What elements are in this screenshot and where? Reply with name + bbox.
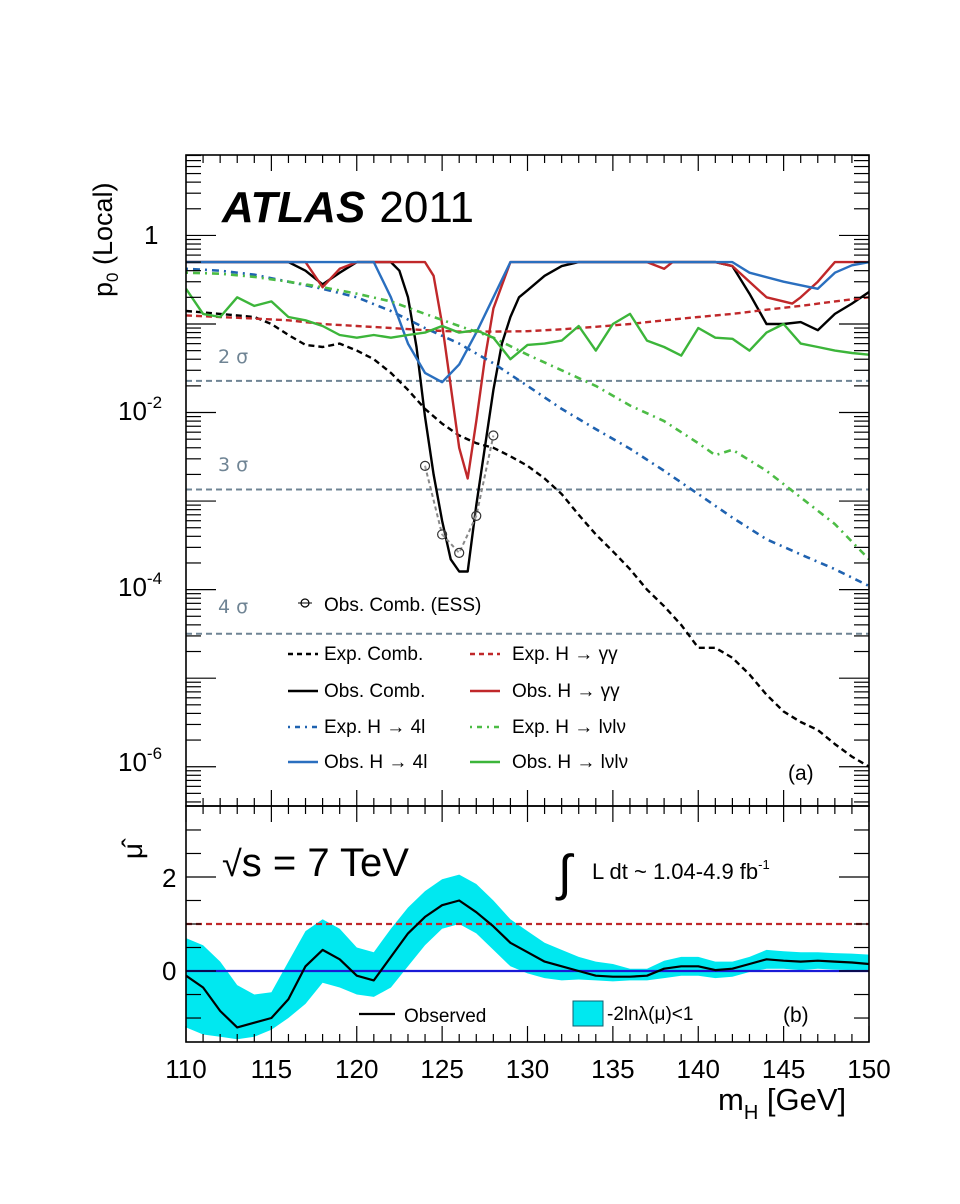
panel-b-plot-area [186,874,869,1040]
sqrt-symbol: √ [222,843,242,884]
x-tick-label: 125 [420,1054,463,1084]
atlas-title-bold: ATLAS [221,183,365,232]
ytick-base: 10 [118,572,147,602]
y-axis-title-p0: p0 (Local) [88,182,122,297]
ess-point [471,510,482,522]
panel-a-frame [185,154,870,807]
energy-label: √s = 7 TeV [222,841,409,885]
panel-a-legend: Exp. Comb. Exp. H → γγ Obs. Comb. Obs. H → … [288,598,628,773]
ess-point [454,547,465,558]
panel-b-tag: (b) [783,1004,809,1027]
legend-label-exp-gg: Exp. H → γγ [512,644,618,665]
ess-point [437,529,448,540]
ess-point [488,430,499,441]
ess-point [419,460,431,471]
legend-label-obs-gg: Obs. H → γγ [512,681,620,702]
panel-a-tag: (a) [788,762,814,785]
lumi-text: L dt ~ 1.04-4.9 fb [592,859,758,884]
mu-band [186,874,869,1040]
xlabel-main: m [718,1082,744,1117]
x-tick-label: 130 [506,1054,549,1084]
legend-label-exp-lvlv: Exp. H → lνlν [512,717,626,738]
ylabel-sub: 0 [103,273,122,282]
legend-label-obs-4l: Obs. H → 4l [324,752,427,773]
legend-label-exp-4l: Exp. H → 4l [324,717,425,738]
legend-label-obs-comb: Obs. Comb. [324,681,425,702]
x-tick-label: 120 [335,1054,378,1084]
series-obs-ess-line [424,435,495,555]
legend-observed-label: Observed [404,1006,486,1027]
series-mu-observed [186,899,869,1029]
legend-label-exp-comb: Exp. Comb. [324,644,423,665]
ytick-label-1: 1 [144,220,158,250]
x-tick-label: 135 [591,1054,634,1084]
ylabel-main: p [88,282,118,297]
ylabel-rest: (Local) [88,182,118,272]
energy-text: s = 7 TeV [242,841,409,885]
ytick-exp: -6 [147,744,162,763]
ytick-exp: -2 [147,393,162,412]
ytick-label-1e-2: 10-2 [118,393,162,426]
x-tick-label: 115 [251,1054,292,1084]
ytick-label-0: 0 [162,956,176,986]
ytick-label-1e-4: 10-4 [118,569,162,602]
xlabel-rest: [GeV] [758,1082,846,1117]
legend-ess-label: Obs. Comb. (ESS) [324,595,481,616]
legend-label-obs-lvlv: Obs. H → lνlν [512,752,628,773]
x-tick-label: 110 [165,1054,206,1084]
ytick-base: 10 [118,747,147,777]
legend-band-swatch [572,1000,604,1027]
atlas-title: ATLAS 2011 [221,183,474,232]
x-tick-label: 150 [847,1054,890,1084]
panel-a-plot-area [186,260,869,768]
x-tick-label: 145 [762,1054,805,1084]
series-exp-comb [186,309,869,768]
series-obs-4l [186,260,869,384]
sigma-label-2: 2 σ [218,346,248,368]
lumi-integral: ∫ [555,845,575,901]
series-obs-lvlv [186,288,869,361]
atlas-title-year: 2011 [379,183,474,232]
ytick-base: 10 [118,396,147,426]
lumi-exp: -1 [758,857,770,872]
y-axis-title-muhat: μ̂ [117,838,148,859]
sigma-label-3: 3 σ [218,454,248,476]
series-exp-gg [186,296,869,333]
lumi-label: L dt ~ 1.04-4.9 fb-1 [592,857,770,884]
legend-band-label: -2lnλ(μ)<1 [607,1004,693,1025]
ytick-label-2: 2 [162,863,176,893]
ytick-exp: -4 [147,569,162,588]
ytick-label-1e-6: 10-6 [118,744,162,777]
xlabel-sub: H [744,1102,758,1124]
axis-ticks [185,154,870,1042]
x-tick-label: 140 [677,1054,720,1084]
series-exp-lvlv [186,271,869,561]
series-obs-gg [186,260,869,480]
x-tick-labels: 110 115 120 125 130 135 140 145 150 [165,1054,890,1084]
sigma-label-4: 4 σ [218,596,248,618]
x-axis-title: mH [GeV] [718,1082,846,1124]
